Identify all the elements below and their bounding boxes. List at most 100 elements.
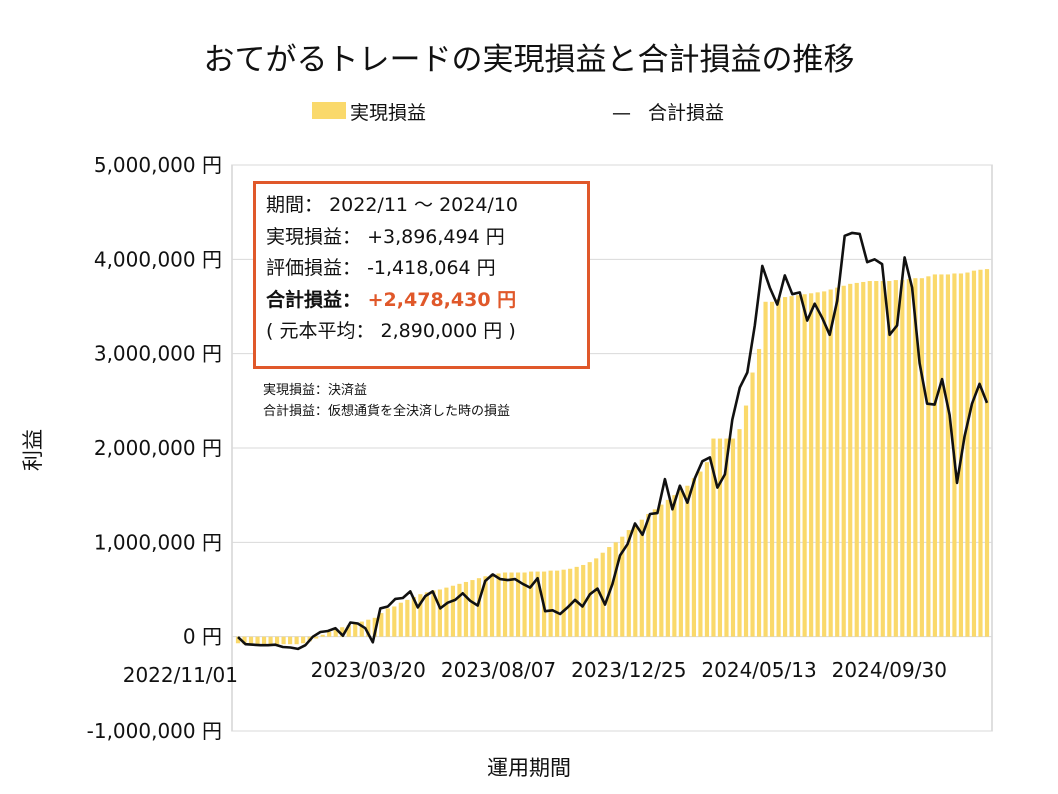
realized-bar xyxy=(867,281,872,637)
total-note: 合計損益：仮想通貨を全決済した時の損益 xyxy=(263,404,511,419)
period-value: 2022/11 ～ 2024/10 xyxy=(329,194,519,216)
realized-bar xyxy=(965,272,970,637)
realized-bar xyxy=(939,274,944,637)
realized-bar xyxy=(405,599,410,637)
realized-bar xyxy=(450,585,456,637)
realized-bar xyxy=(502,572,508,637)
principal-value: 2,890,000 円 xyxy=(380,320,503,342)
realized-bar xyxy=(678,490,683,637)
realized-bar xyxy=(828,289,833,637)
realized-bar xyxy=(926,276,931,637)
principal-label: 元本平均： xyxy=(279,320,375,342)
realized-bar xyxy=(841,285,846,637)
realized-bar xyxy=(424,592,429,637)
realized-bar xyxy=(633,525,638,637)
realized-bar xyxy=(932,274,937,637)
realized-bar xyxy=(353,623,358,637)
realized-bar xyxy=(340,627,345,637)
realized-bar xyxy=(945,274,951,637)
realized-bar xyxy=(535,571,540,637)
realized-bar xyxy=(379,613,384,637)
realized-bar xyxy=(652,509,657,637)
realized-bar xyxy=(756,348,762,637)
realized-bar xyxy=(385,608,390,637)
realized-bar xyxy=(646,514,651,637)
realized-bar xyxy=(815,292,820,637)
realized-bar xyxy=(704,462,710,637)
total-line xyxy=(237,231,989,651)
realized-bar xyxy=(743,405,749,637)
realized-bar xyxy=(789,296,794,637)
realized-bar xyxy=(320,634,325,637)
chart-title: おてがるトレードの実現損益と合計損益の推移 xyxy=(204,42,855,78)
realized-bar xyxy=(737,429,742,637)
realized-bar xyxy=(288,636,293,645)
realized-bar xyxy=(887,281,892,637)
y-tick-label: 1,000,000 円 xyxy=(94,530,222,554)
realized-bar xyxy=(763,301,768,637)
y-tick-label: 4,000,000 円 xyxy=(94,247,222,271)
unrealized-row: 評価損益： -1,418,064 円 xyxy=(266,253,577,285)
total-row: 合計損益： +2,478,430 円 xyxy=(266,285,577,317)
y-tick-labels: 5,000,000 円 4,000,000 円 3,000,000 円 2,000,0… xyxy=(87,153,222,743)
realized-bar xyxy=(659,504,664,637)
legend-bar-swatch xyxy=(312,102,346,119)
realized-bar xyxy=(522,572,527,637)
y-tick-label: 3,000,000 円 xyxy=(94,342,222,366)
realized-bar xyxy=(398,602,403,637)
realized-bar xyxy=(594,558,599,637)
realized-bar xyxy=(444,587,449,637)
realized-bar xyxy=(906,279,911,637)
principal-open: ( xyxy=(266,320,274,342)
realized-bar xyxy=(796,295,801,637)
realized-bar xyxy=(372,617,377,637)
realized-bar xyxy=(861,281,866,637)
realized-bar xyxy=(971,270,977,637)
realized-bar xyxy=(548,570,553,637)
total-line-group xyxy=(237,231,989,651)
realized-bar xyxy=(268,636,273,645)
realized-bar xyxy=(248,636,254,645)
realized-bar xyxy=(314,636,319,639)
total-value: +2,478,430 円 xyxy=(367,288,517,311)
realized-bar xyxy=(346,625,351,637)
realized-bar xyxy=(476,578,482,637)
realized-bar xyxy=(672,495,677,637)
realized-bar xyxy=(854,282,859,637)
realized-bar xyxy=(900,280,905,637)
realized-value: +3,896,494 円 xyxy=(367,225,505,248)
realized-bar xyxy=(281,636,286,645)
realized-bar xyxy=(587,562,592,637)
realized-bar xyxy=(783,297,788,637)
realized-bar xyxy=(327,631,332,637)
realized-bar xyxy=(555,570,560,637)
notes: 実現損益：決済益 合計損益：仮想通貨を全決済した時の損益 xyxy=(263,380,510,422)
unrealized-value: -1,418,064 円 xyxy=(367,257,496,279)
realized-bar xyxy=(698,471,703,637)
x-tick-label: 2022/11/01 xyxy=(123,663,238,687)
realized-bar xyxy=(913,278,918,637)
realized-bar xyxy=(235,636,241,644)
realized-bar xyxy=(874,281,879,637)
realized-bar xyxy=(835,287,840,637)
realized-bar xyxy=(984,269,990,637)
realized-bar xyxy=(529,571,534,637)
realized-bar xyxy=(431,590,436,637)
realized-bar xyxy=(509,572,514,637)
realized-bar xyxy=(620,536,625,637)
realized-bar xyxy=(626,530,631,637)
realized-note: 実現損益：決済益 xyxy=(263,383,368,398)
realized-bar xyxy=(261,636,267,645)
realized-bar xyxy=(978,269,983,637)
realized-bar xyxy=(366,619,371,637)
y-axis-label: 利益 xyxy=(21,429,45,471)
x-axis-label: 運用期間 xyxy=(487,756,571,780)
realized-bar xyxy=(724,438,729,637)
realized-bar xyxy=(893,280,898,637)
realized-bar xyxy=(457,583,462,637)
realized-bar xyxy=(561,569,566,637)
period-row: 期間： 2022/11 ～ 2024/10 xyxy=(266,190,577,222)
legend-line-label: 合計損益 xyxy=(648,102,724,124)
realized-bar xyxy=(392,606,397,637)
realized-bar xyxy=(802,294,807,637)
